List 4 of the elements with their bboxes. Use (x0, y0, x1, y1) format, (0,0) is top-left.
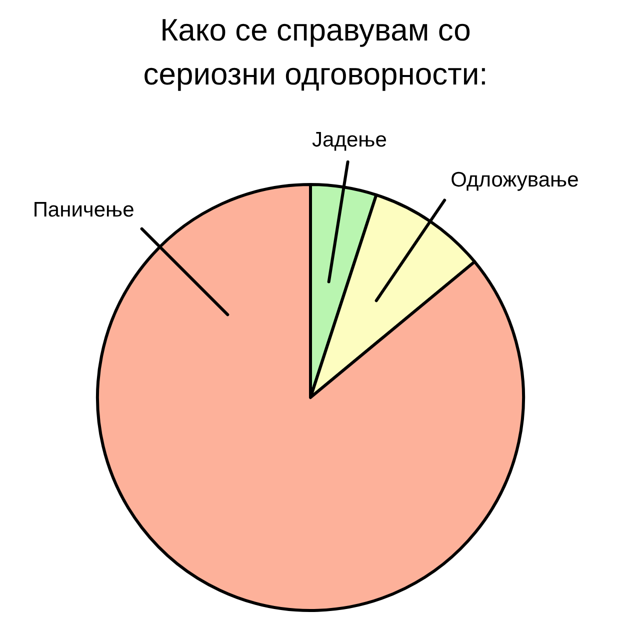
slice-label: Јадење (312, 128, 387, 152)
slice-label: Одложување (450, 168, 579, 192)
chart-title: Како се справувам со сериозни одговорности: (143, 12, 488, 92)
slice-label: Паничење (32, 198, 134, 222)
